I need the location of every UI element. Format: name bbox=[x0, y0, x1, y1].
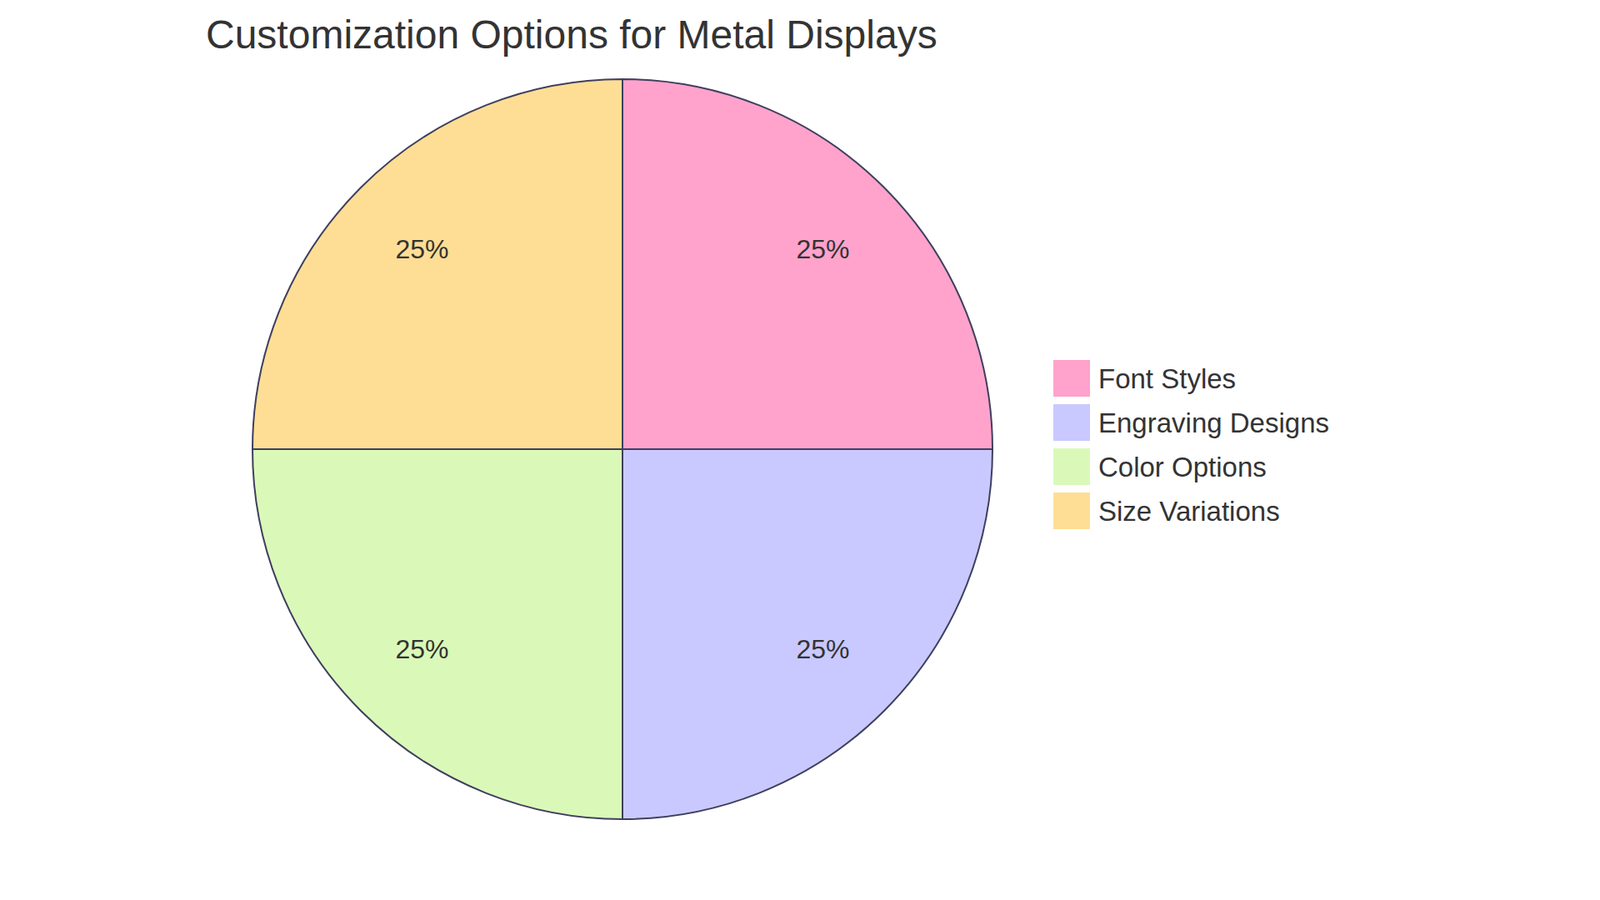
slice bbox=[252, 449, 623, 820]
legend-item: Engraving Designs bbox=[1053, 404, 1330, 441]
legend-item: Size Variations bbox=[1053, 492, 1280, 530]
slice bbox=[622, 449, 993, 820]
legend-label: Font Styles bbox=[1098, 363, 1236, 395]
legend-swatch bbox=[1053, 492, 1090, 530]
pie: 25% 25% 25% 25% bbox=[252, 79, 993, 820]
legend: Font Styles Engraving Designs Color Option… bbox=[1053, 360, 1330, 530]
data-label: 25% bbox=[795, 634, 850, 665]
data-label: 25% bbox=[395, 634, 449, 665]
legend-item: Color Options bbox=[1053, 448, 1267, 485]
slice bbox=[252, 79, 623, 450]
legend-swatch bbox=[1053, 360, 1090, 397]
data-label: 25% bbox=[795, 234, 850, 265]
data-label: 25% bbox=[395, 234, 449, 265]
legend-label: Color Options bbox=[1098, 451, 1267, 483]
chart: Customization Options for Metal Displays… bbox=[0, 0, 1600, 900]
legend-item: Font Styles bbox=[1053, 360, 1236, 397]
legend-label: Size Variations bbox=[1098, 495, 1280, 527]
slice bbox=[622, 79, 993, 450]
legend-swatch bbox=[1053, 448, 1090, 485]
legend-label: Engraving Designs bbox=[1098, 407, 1330, 439]
title: Customization Options for Metal Displays bbox=[205, 12, 938, 57]
legend-swatch bbox=[1053, 404, 1090, 441]
